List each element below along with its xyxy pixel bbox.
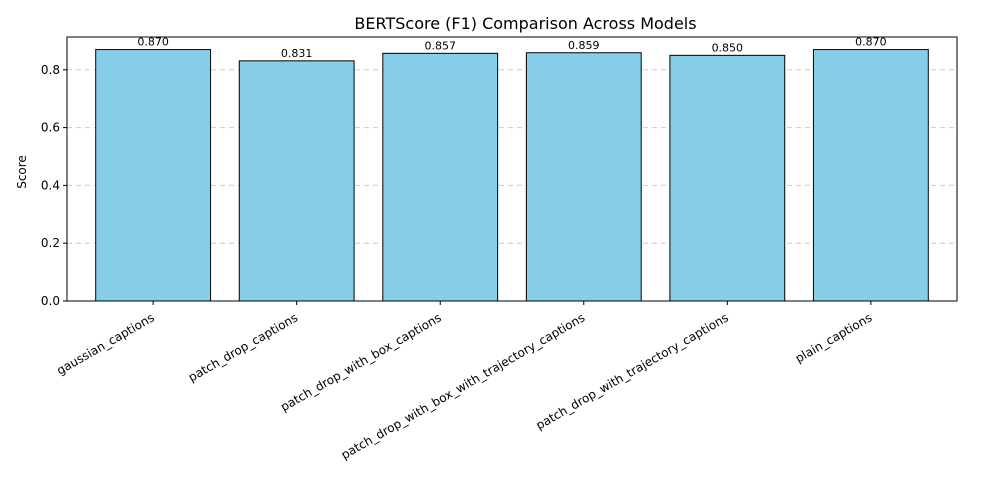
data-labels: 0.870 0.831 0.857 0.859 0.850 0.870 xyxy=(137,36,886,60)
x-tick-label: patch_drop_with_box_captions xyxy=(278,310,444,414)
y-tick-label: 0.8 xyxy=(41,63,60,77)
bar-patch-drop-with-box-captions xyxy=(382,52,499,302)
bar-patch-drop-with-trajectory-captions xyxy=(669,54,786,302)
x-tick-label: patch_drop_captions xyxy=(186,310,300,384)
plot-frame xyxy=(66,36,958,302)
y-tick-label: 0.4 xyxy=(41,178,60,192)
y-tick-label: 0.6 xyxy=(41,121,60,135)
y-tick-label: 0.0 xyxy=(41,294,60,308)
x-tick-label: gaussian_captions xyxy=(54,310,156,377)
bars xyxy=(95,49,929,302)
bar-patch-drop-captions xyxy=(238,60,355,302)
bar-patch-drop-with-box-with-trajectory-captions xyxy=(525,52,642,302)
bar-value-label: 0.870 xyxy=(855,36,887,49)
y-tick-label: 0.2 xyxy=(41,236,60,250)
bar-value-label: 0.870 xyxy=(137,36,169,49)
bar-value-label: 0.859 xyxy=(568,39,600,52)
bar-value-label: 0.850 xyxy=(712,41,744,54)
bar-gaussian-captions xyxy=(95,49,212,302)
x-tick-label: patch_drop_with_box_with_trajectory_capt… xyxy=(339,310,588,462)
x-tick-label: plain_captions xyxy=(793,310,875,365)
chart-title: BERTScore (F1) Comparison Across Models xyxy=(354,14,696,33)
bar-value-label: 0.831 xyxy=(281,47,313,60)
bar-value-label: 0.857 xyxy=(424,39,456,52)
bar-plain-captions xyxy=(812,49,929,302)
y-axis-label: Score xyxy=(15,155,29,189)
